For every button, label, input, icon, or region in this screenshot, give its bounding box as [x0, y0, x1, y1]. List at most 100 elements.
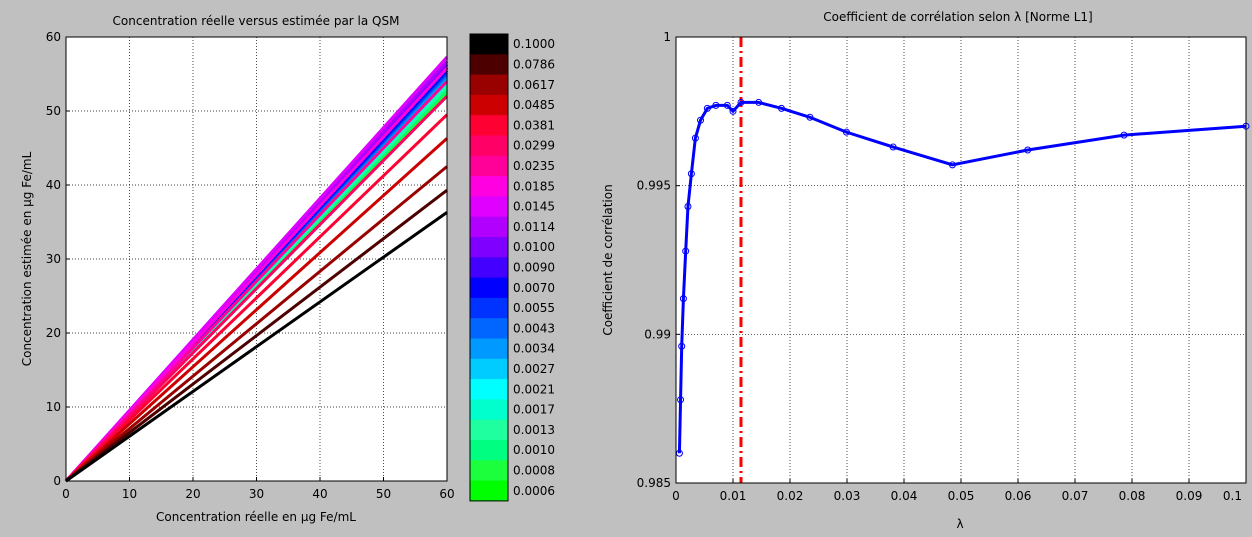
legend-swatch-0-0145 [470, 196, 508, 218]
right-x-axis-label: λ [956, 517, 963, 531]
right-data-point-17 [842, 128, 850, 136]
legend-swatch-0-0043 [470, 318, 508, 339]
left-legend-colorbar: 0.1000 0.0786 0.0617 0.0485 0.0381 0.0299 0.02… [469, 33, 555, 502]
right-tick-labels: 0 0.01 0.02 0.03 0.04 0.05 0.06 0.07 0.08 0.09 0.1… [637, 30, 1242, 503]
legend-swatch-0-0485 [470, 94, 508, 116]
right-y-tick-0-985: 0.985 [637, 476, 671, 490]
legend-label-0-1000: 0.1000 [513, 37, 555, 51]
legend-swatch-0-0034 [470, 338, 508, 360]
right-x-tick-0-07: 0.07 [1062, 489, 1089, 503]
left-x-tick-60: 60 [439, 487, 454, 501]
left-series-line-0-0235 [64, 80, 449, 483]
legend-swatch-0-0381 [470, 115, 508, 136]
right-data-point-1 [677, 396, 685, 404]
left-series-line-0-0299 [64, 95, 449, 483]
right-data-point-3 [679, 295, 687, 303]
legend-swatch-0-0010 [470, 440, 508, 461]
right-data-point-10 [712, 101, 720, 109]
legend-swatch-0-0090 [470, 257, 508, 279]
left-x-tick-20: 20 [185, 487, 200, 501]
left-series-line-0-0381 [64, 113, 449, 483]
legend-swatch-0-0017 [470, 399, 508, 421]
right-gridlines [675, 36, 1247, 484]
legend-swatch-0-0299 [470, 135, 508, 157]
legend-swatch-0-0006 [470, 480, 508, 502]
legend-label-0-0013: 0.0013 [513, 423, 555, 437]
legend-label-0-0043: 0.0043 [513, 321, 555, 335]
right-chart: Coefficient de corrélation selon λ [Norm… [601, 10, 1250, 531]
right-x-tick-0-01: 0.01 [720, 489, 747, 503]
right-data-point-9 [703, 104, 711, 112]
right-x-tick-0-04: 0.04 [891, 489, 918, 503]
legend-label-0-0485: 0.0485 [513, 98, 555, 112]
legend-label-0-0185: 0.0185 [513, 179, 555, 193]
right-series-line [677, 100, 1247, 454]
right-data-point-5 [684, 202, 692, 210]
right-x-tick-0-03: 0.03 [834, 489, 861, 503]
legend-label-0-0055: 0.0055 [513, 301, 555, 315]
left-plot-frame [65, 36, 448, 482]
left-y-tick-0: 0 [53, 474, 61, 488]
right-y-tick-1: 1 [663, 30, 671, 44]
legend-label-0-0381: 0.0381 [513, 118, 555, 132]
legend-label-0-0145: 0.0145 [513, 200, 555, 214]
right-y-axis-label: Coefficient de corrélation [601, 184, 615, 335]
legend-swatch-0-0100 [470, 237, 508, 258]
legend-label-0-0235: 0.0235 [513, 159, 555, 173]
legend-label-0-0010: 0.0010 [513, 443, 555, 457]
right-data-point-18 [889, 143, 897, 151]
legend-label-0-0027: 0.0027 [513, 362, 555, 376]
right-x-tick-0-06: 0.06 [1005, 489, 1032, 503]
left-y-tick-30: 30 [46, 252, 61, 266]
right-data-point-21 [1120, 131, 1128, 139]
right-data-point-13 [737, 98, 745, 106]
right-series [675, 98, 1250, 457]
left-series-line-0-0786 [65, 188, 448, 483]
right-y-tick-0-995: 0.995 [637, 179, 671, 193]
legend-label-0-0021: 0.0021 [513, 382, 555, 396]
right-data-point-15 [777, 104, 785, 112]
legend-label-0-0100: 0.0100 [513, 240, 555, 254]
legend-colorbar-frame [469, 33, 509, 502]
right-x-tick-0-1: 0.1 [1223, 489, 1242, 503]
right-data-point-12 [729, 107, 737, 115]
right-data-point-7 [691, 134, 699, 142]
left-x-tick-10: 10 [122, 487, 137, 501]
left-series-line-0-0185 [64, 67, 449, 483]
right-x-tick-0: 0 [672, 489, 680, 503]
legend-swatch-0-0185 [470, 176, 508, 197]
right-data-point-4 [682, 247, 690, 255]
right-data-point-2 [678, 342, 686, 350]
legend-label-0-0090: 0.0090 [513, 260, 555, 274]
legend-swatch-0-0013 [470, 419, 508, 441]
left-x-tick-50: 50 [376, 487, 391, 501]
right-x-tick-0-02: 0.02 [777, 489, 804, 503]
legend-swatch-0-0786 [470, 54, 508, 76]
right-data-point-16 [806, 113, 814, 121]
right-x-tick-0-05: 0.05 [948, 489, 975, 503]
legend-label-0-0017: 0.0017 [513, 403, 555, 417]
left-y-tick-50: 50 [46, 104, 61, 118]
left-chart: Concentration réelle versus estimée par … [20, 14, 555, 524]
legend-label-0-0034: 0.0034 [513, 342, 555, 356]
legend-label-0-0070: 0.0070 [513, 281, 555, 295]
right-y-tick-0-99: 0.99 [644, 327, 671, 341]
legend-label-0-0114: 0.0114 [513, 220, 555, 234]
right-data-point-19 [948, 161, 956, 169]
left-y-tick-20: 20 [46, 326, 61, 340]
left-y-tick-10: 10 [46, 400, 61, 414]
left-x-tick-30: 30 [249, 487, 264, 501]
right-chart-title: Coefficient de corrélation selon λ [Norm… [823, 10, 1092, 24]
legend-label-0-0006: 0.0006 [513, 484, 555, 498]
legend-swatch-0-0021 [470, 379, 508, 400]
legend-swatch-0-0114 [470, 216, 508, 238]
left-chart-title: Concentration réelle versus estimée par … [113, 14, 400, 28]
left-series-line-0-1000 [65, 211, 448, 483]
right-x-tick-0-08: 0.08 [1119, 489, 1146, 503]
left-tick-labels: 0 10 20 30 40 50 60 0 10 20 30 40 50 60 [46, 30, 455, 501]
right-data-point-11 [723, 101, 731, 109]
left-y-axis-label: Concentration estimée en µg Fe/mL [20, 151, 34, 366]
legend-label-0-0786: 0.0786 [513, 57, 555, 71]
left-series-line-0-0485 [64, 137, 449, 483]
right-data-point-14 [755, 98, 763, 106]
